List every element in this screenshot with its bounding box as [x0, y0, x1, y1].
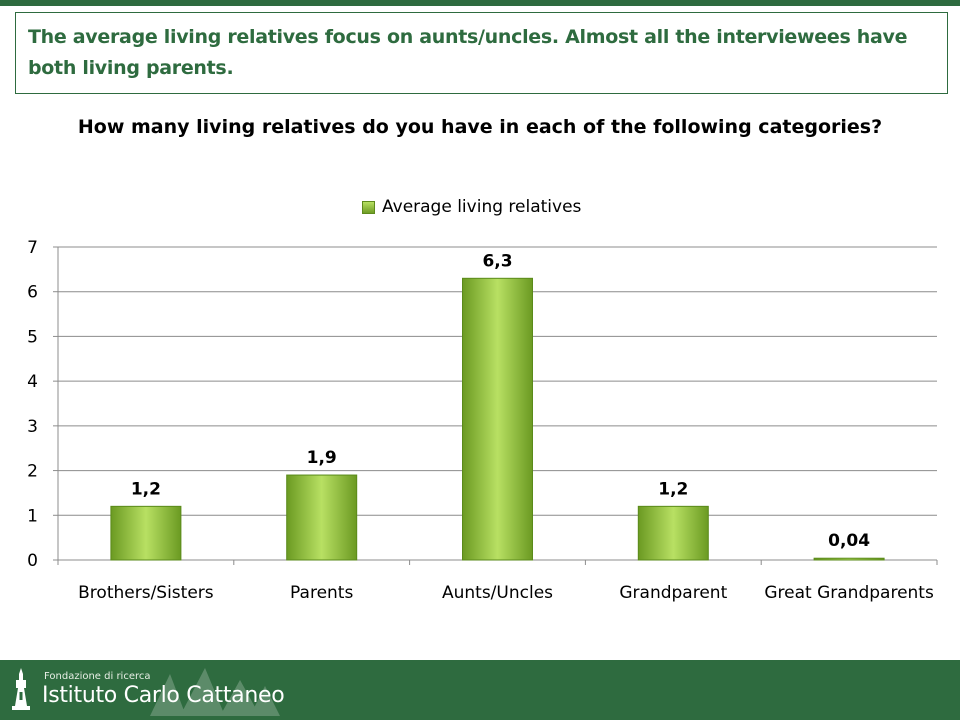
chart-legend: Average living relatives [362, 194, 581, 220]
bar-parents [286, 474, 358, 561]
data-label: 1,2 [658, 479, 688, 499]
footer-institute-name: Istituto Carlo Cattaneo [42, 683, 285, 708]
bar-aunts-uncles [462, 277, 533, 561]
top-accent-bar [0, 0, 960, 6]
bar-brothers-sisters [110, 505, 182, 561]
bars [110, 277, 885, 561]
chart-title: How many living relatives do you have in… [77, 116, 883, 138]
data-label: 6,3 [482, 251, 512, 271]
y-tick-label: 6 [27, 283, 38, 303]
x-category-label: Brothers/Sisters [78, 583, 214, 603]
data-label: 1,2 [131, 479, 161, 499]
x-category-label: Great Grandparents [764, 583, 934, 603]
x-category-label: Aunts/Uncles [442, 583, 553, 603]
tower-icon [12, 668, 30, 710]
bar-chart: 1,2 1,9 6,3 1,2 0,04 0 1 2 3 4 5 6 7 Brothers/Sister… [27, 238, 938, 603]
y-tick-label: 7 [27, 238, 38, 258]
bar-grandparent [637, 505, 709, 561]
tick-labels: 0 1 2 3 4 5 6 7 Brothers/Sisters Parents Aunts/Unc… [27, 238, 934, 603]
y-tick-label: 4 [27, 372, 38, 392]
y-tick-label: 2 [27, 462, 38, 482]
y-tick-label: 0 [27, 551, 38, 571]
legend-swatch [362, 200, 375, 214]
data-label: 0,04 [828, 531, 870, 551]
bar-great-grandparents [813, 557, 885, 561]
header-box: The average living relatives focus on au… [15, 12, 948, 94]
footer-foundation-text: Fondazione di ricerca [44, 671, 151, 682]
data-labels: 1,2 1,9 6,3 1,2 0,04 [131, 251, 870, 551]
footer-bar: Fondazione di ricerca Istituto Carlo Cat… [0, 660, 960, 720]
data-label: 1,9 [307, 448, 337, 468]
x-category-label: Grandparent [619, 583, 727, 603]
legend-label: Average living relatives [382, 197, 582, 217]
header-text: The average living relatives focus on au… [28, 26, 908, 79]
watermark-graphic [150, 668, 280, 716]
y-tick-label: 3 [27, 417, 38, 437]
x-category-label: Parents [290, 583, 353, 603]
y-tick-label: 5 [27, 327, 38, 347]
y-tick-label: 1 [27, 506, 38, 526]
